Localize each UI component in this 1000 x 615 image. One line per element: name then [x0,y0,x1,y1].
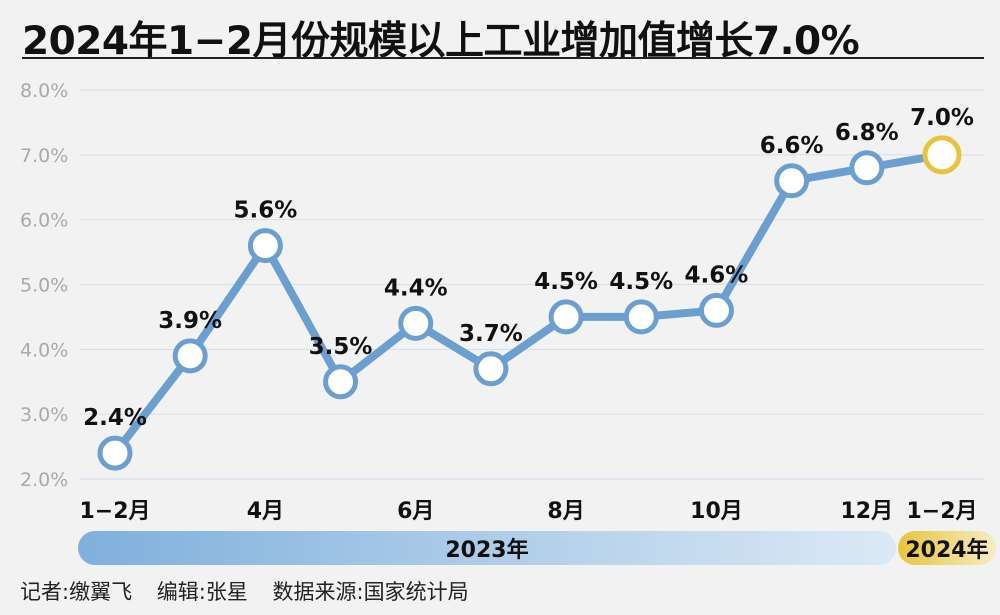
y-tick-label: 3.0% [20,404,68,426]
data-point [473,351,509,387]
data-label: 3.9% [158,308,222,334]
x-tick-label: 6月 [397,499,434,524]
data-point [623,299,659,335]
x-axis-ticks: 1−2月 4月 6月 8月 10月 12月 1−2月 [79,499,977,524]
data-label: 4.5% [534,269,598,295]
data-label: 4.5% [609,269,673,295]
data-label: 4.4% [384,275,448,301]
data-label: 4.6% [685,262,749,288]
data-point [97,435,133,471]
data-point [247,228,283,264]
year-band-label: 2024年 [905,537,988,563]
data-labels: 2.4% 3.9% 5.6% 3.5% 4.4% 3.7% 4.5% 4.5% 4.6% 6.6%… [83,105,974,431]
data-point [172,338,208,374]
year-bands: 2023年 2024年 [78,531,996,565]
data-label: 6.8% [835,120,899,146]
title-divider [22,57,984,59]
data-label: 3.5% [309,334,373,360]
y-tick-label: 8.0% [20,80,68,102]
data-points [97,135,962,471]
y-tick-label: 7.0% [20,145,68,167]
reporter-credit: 记者:缴翼飞 [20,580,133,604]
y-tick-label: 6.0% [20,210,68,232]
data-source: 数据来源:国家统计局 [272,580,469,604]
y-tick-label: 2.0% [20,469,68,491]
y-tick-label: 4.0% [20,339,68,361]
data-label: 3.7% [459,321,523,347]
year-band-2023 [78,531,896,565]
data-label: 5.6% [233,198,297,224]
x-tick-label: 8月 [547,499,584,524]
data-point [398,305,434,341]
x-tick-label: 12月 [841,499,894,524]
x-tick-label: 1−2月 [79,499,150,524]
x-tick-label: 4月 [247,499,284,524]
data-label: 2.4% [83,405,147,431]
year-band-2024 [898,531,996,565]
data-label: 6.6% [760,133,824,159]
data-point-highlight [922,135,962,175]
x-tick-label: 10月 [690,499,743,524]
data-label: 7.0% [910,105,974,131]
data-point [774,163,810,199]
editor-credit: 编辑:张星 [156,580,248,604]
footer-credits: 记者:缴翼飞 编辑:张星 数据来源:国家统计局 [20,576,487,606]
y-axis-ticks: 2.0% 3.0% 4.0% 5.0% 6.0% 7.0% 8.0% [20,80,68,491]
data-point [698,292,734,328]
year-band-label: 2023年 [445,537,528,563]
page-title: 2024年1−2月份规模以上工业增加值增长7.0% [22,19,860,64]
line-chart: 2.0%3.0%4.0%5.0%6.0%7.0%8.0% 2023年 2024年 … [20,80,996,565]
grid-lines [80,89,985,480]
y-tick-label: 5.0% [20,275,68,297]
data-point [548,299,584,335]
data-point [849,150,885,186]
data-point [323,364,359,400]
x-tick-label: 1−2月 [906,499,977,524]
